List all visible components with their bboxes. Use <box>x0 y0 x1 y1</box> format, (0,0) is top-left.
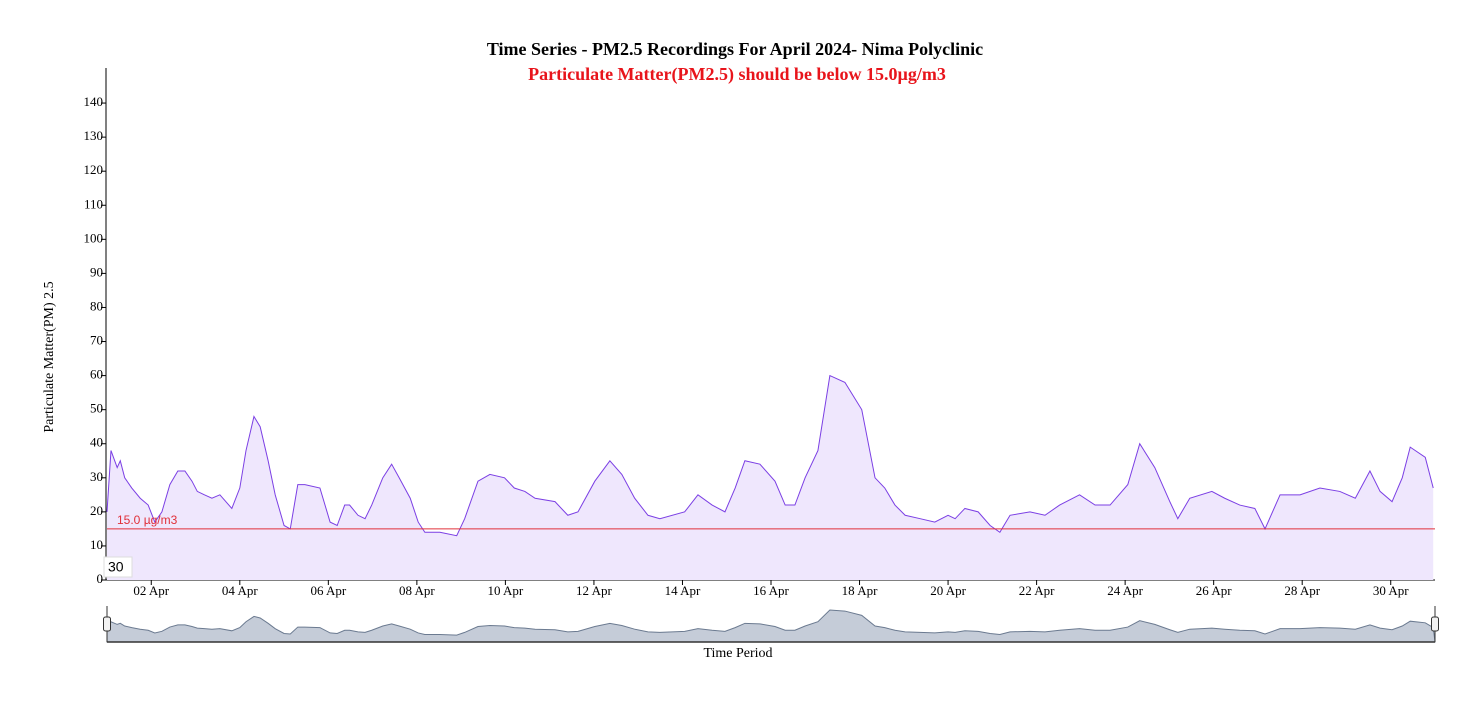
chart-subtitle: Particulate Matter(PM2.5) should be belo… <box>528 64 946 85</box>
x-tick-label: 04 Apr <box>222 583 258 598</box>
x-tick-label: 16 Apr <box>753 583 789 598</box>
y-tick-label: 130 <box>84 128 104 143</box>
area-fill <box>107 375 1434 580</box>
y-tick-label: 40 <box>90 435 103 450</box>
x-tick-label: 22 Apr <box>1019 583 1055 598</box>
navigator-handle <box>1431 616 1439 632</box>
navigator-area <box>106 609 1436 643</box>
x-tick-label: 24 Apr <box>1107 583 1143 598</box>
x-tick-label: 02 Apr <box>133 583 169 598</box>
x-tick-label: 08 Apr <box>399 583 435 598</box>
chart-title: Time Series - PM2.5 Recordings For April… <box>487 39 983 59</box>
x-tick-label: 28 Apr <box>1284 583 1320 598</box>
y-tick-label: 100 <box>84 230 104 245</box>
y-tick-label: 20 <box>90 503 103 518</box>
y-axis-label: Particulate Matter(PM) 2.5 <box>42 281 57 432</box>
y-tick-label: 120 <box>84 162 104 177</box>
y-tick-label: 110 <box>84 196 103 211</box>
badge: 30 <box>108 559 124 575</box>
y-tick-label: 60 <box>90 367 103 382</box>
y-tick-label: 30 <box>90 469 103 484</box>
y-tick-label: 0 <box>97 571 104 586</box>
threshold-label: 15.0 µg/m3 <box>117 513 178 527</box>
badge-box <box>103 556 133 578</box>
x-axis-label: Time Period <box>703 646 772 661</box>
x-tick-label: 30 Apr <box>1373 583 1409 598</box>
x-tick-label: 26 Apr <box>1196 583 1232 598</box>
x-tick-label: 14 Apr <box>665 583 701 598</box>
navigator-handle <box>103 616 111 632</box>
series-line <box>106 374 1434 537</box>
y-tick-label: 80 <box>90 298 103 313</box>
y-tick-label: 10 <box>90 537 103 552</box>
y-tick-label: 70 <box>90 333 103 348</box>
y-tick-label: 90 <box>90 264 103 279</box>
x-tick-label: 10 Apr <box>488 583 524 598</box>
x-tick-label: 12 Apr <box>576 583 612 598</box>
x-tick-label: 06 Apr <box>310 583 346 598</box>
y-tick-label: 140 <box>84 94 104 109</box>
x-tick-label: 20 Apr <box>930 583 966 598</box>
y-tick-label: 50 <box>90 401 103 416</box>
x-tick-label: 18 Apr <box>842 583 878 598</box>
